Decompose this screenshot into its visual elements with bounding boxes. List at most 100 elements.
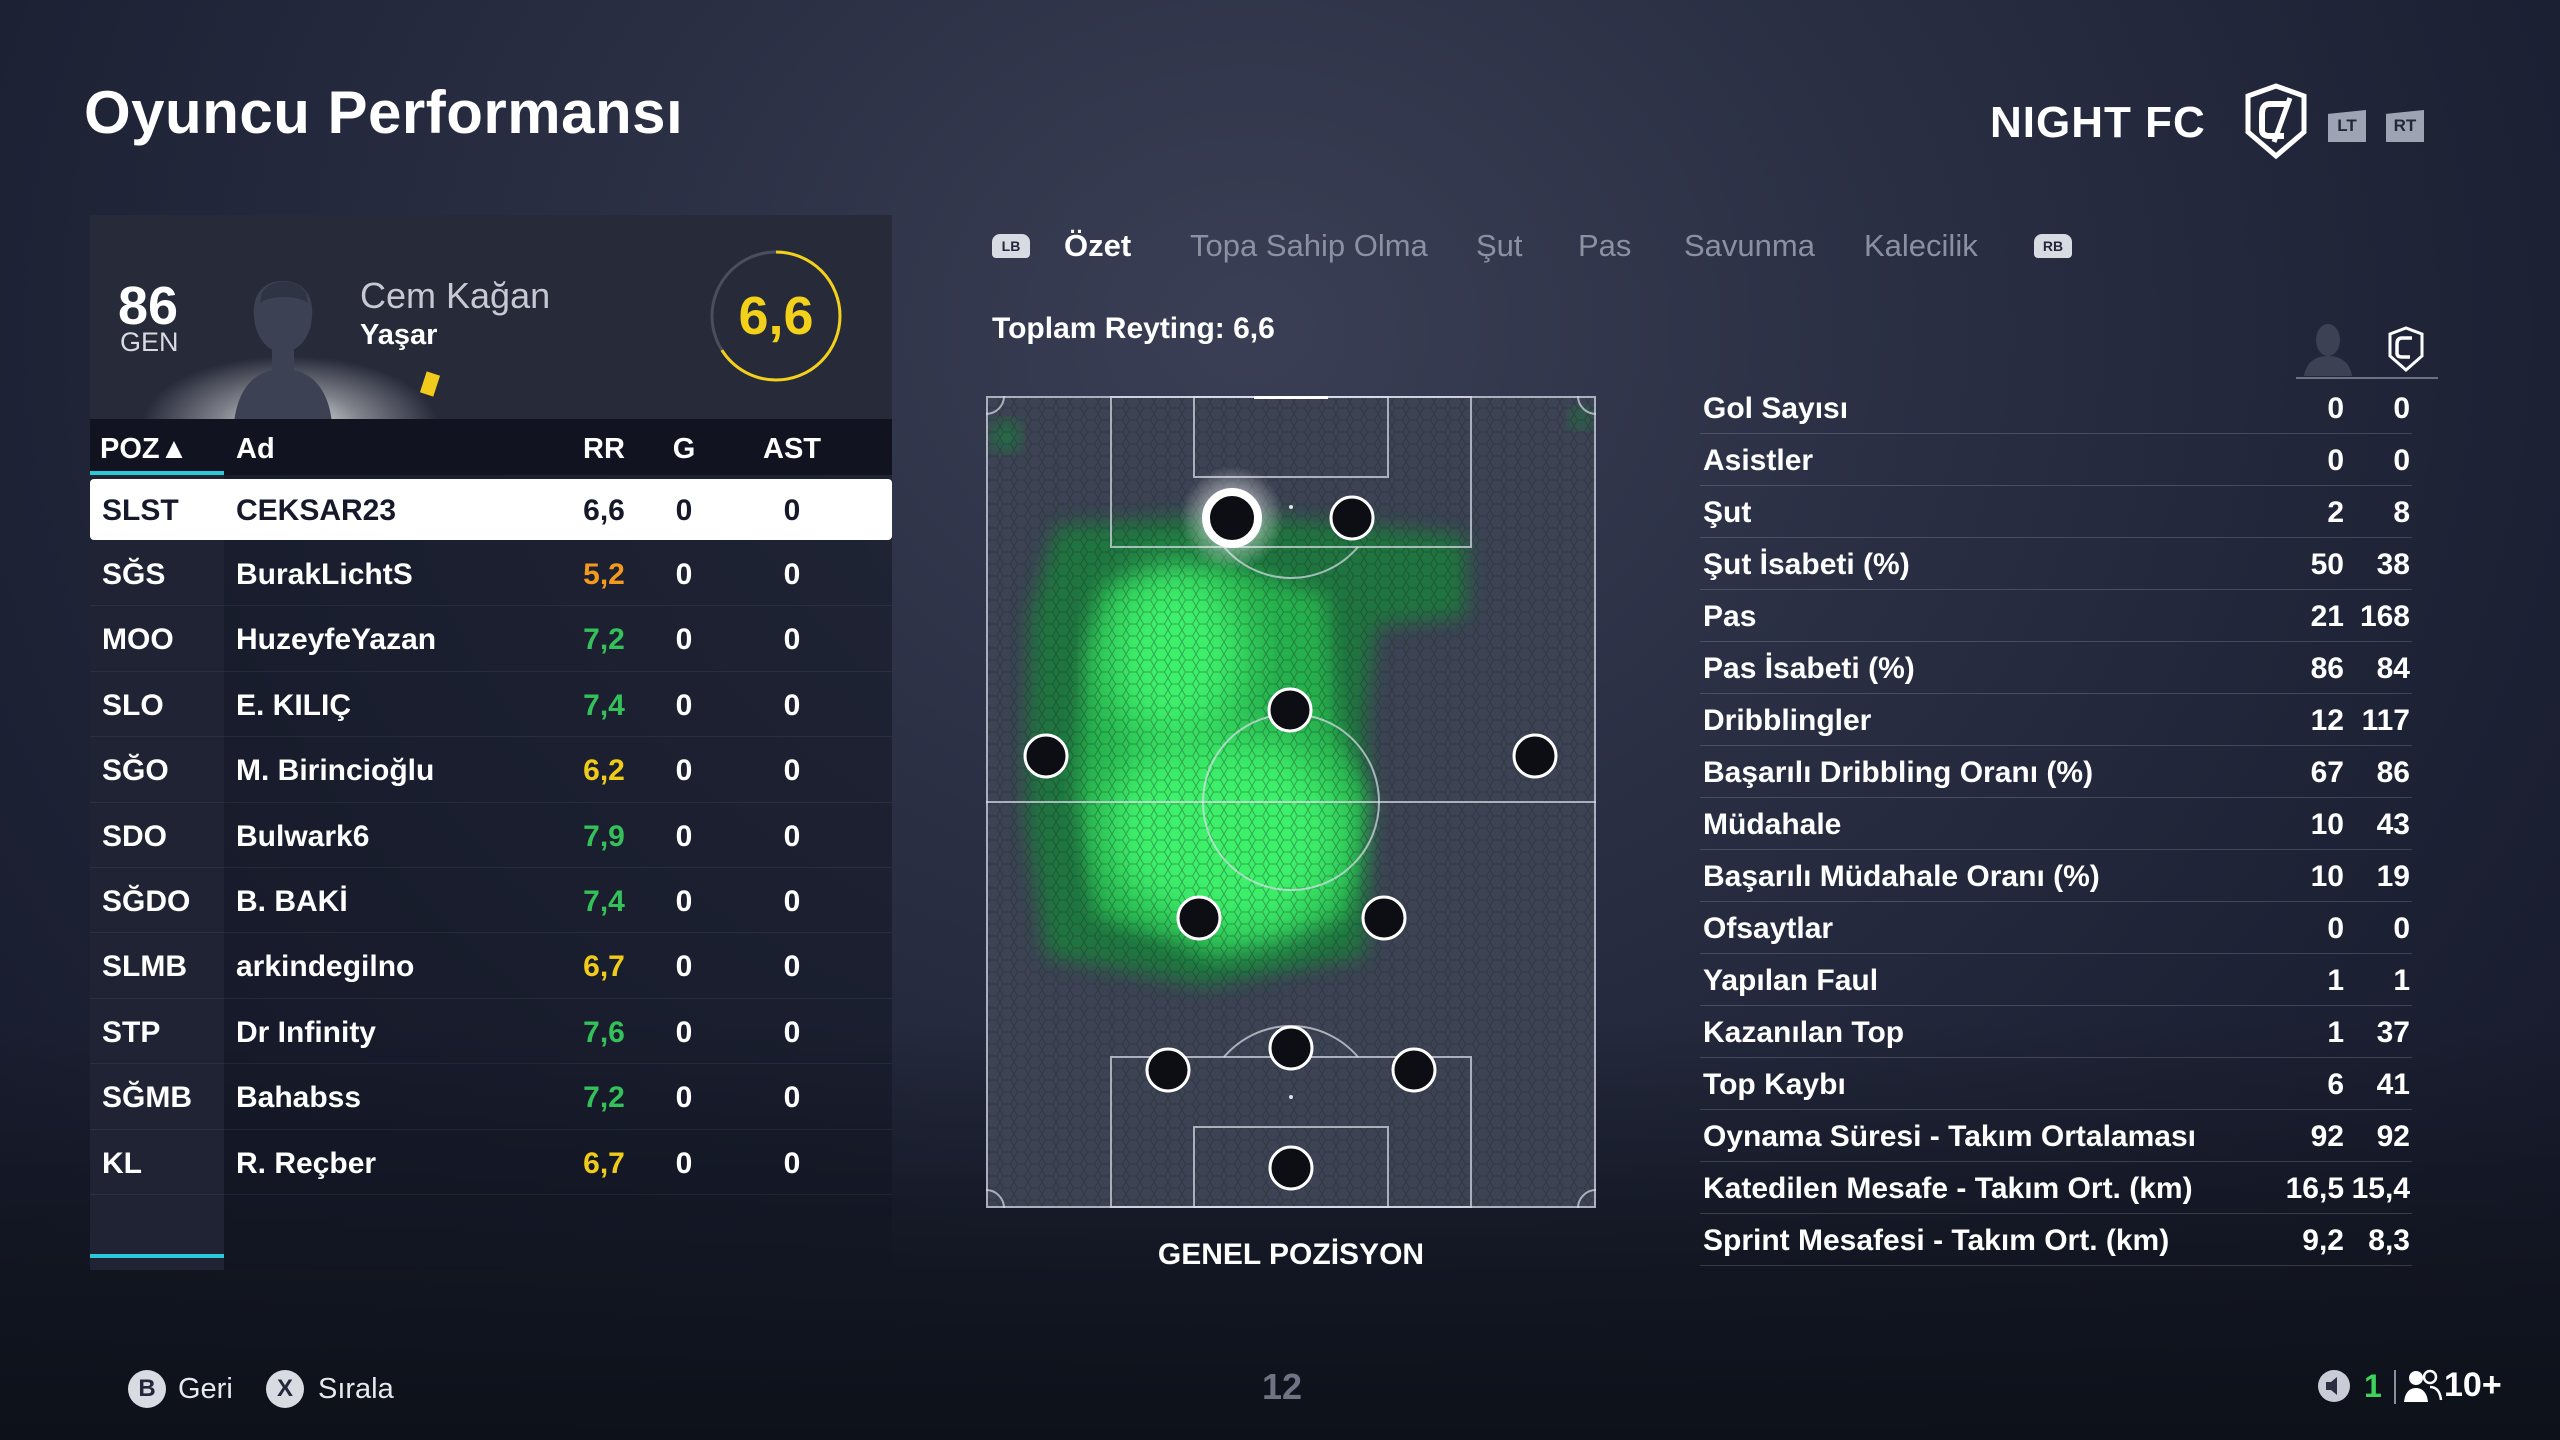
stat-player-value: 2 [2327,496,2344,529]
stat-label: Şut [1703,496,1752,529]
table-header: POZ▲ Ad RR G AST [90,419,892,475]
table-row-selected[interactable]: SLST CEKSAR23 6,6 0 0 [90,479,892,540]
stat-label: Müdahale [1703,808,1842,841]
row-rr: 6,7 [583,1146,625,1180]
club-name: NIGHT FC [1990,98,2206,147]
table-row[interactable]: SĞMB Bahabss 7,2 0 0 [90,1064,892,1130]
stat-team-value: 168 [2359,600,2410,633]
sort-button-glyph[interactable]: X [266,1370,304,1408]
row-pos: SLMB [102,950,187,984]
table-row[interactable]: STP Dr Infinity 7,6 0 0 [90,999,892,1065]
back-label[interactable]: Geri [178,1373,233,1405]
stats-column-icons [2296,324,2438,379]
stat-team-value: 117 [2361,704,2410,737]
player-markers [1023,488,1558,1191]
stat-team-value: 86 [2376,756,2410,789]
stat-row: Şut 2 8 [1700,486,2412,538]
row-rr: 5,2 [583,558,625,591]
tab-sut[interactable]: Şut [1476,228,1523,263]
header-pos[interactable]: POZ▲ [100,433,189,465]
stat-row: Şut İsabeti (%) 50 38 [1700,538,2412,590]
table-row[interactable]: SĞO M. Birincioğlu 6,2 0 0 [90,737,892,803]
row-g: 0 [675,688,693,722]
stat-row: Katedilen Mesafe - Takım Ort. (km) 16,5 15… [1700,1162,2412,1214]
sort-label[interactable]: Sırala [318,1373,394,1405]
row-ast: 0 [783,1146,801,1180]
row-g: 0 [675,819,693,853]
footer-separator [2394,1370,2396,1404]
stat-player-value: 1 [2327,1016,2344,1049]
header-name[interactable]: Ad [236,433,275,465]
stat-team-value: 92 [2376,1120,2410,1153]
page-title: Oyuncu Performansı [84,79,684,146]
tab-topa-sahip-olma[interactable]: Topa Sahip Olma [1190,228,1428,263]
table-row[interactable]: MOO HuzeyfeYazan 7,2 0 0 [90,606,892,672]
header-rr[interactable]: RR [583,433,625,465]
row-rr: 7,6 [583,1015,625,1049]
stat-label: Gol Sayısı [1703,392,1849,425]
row-g: 0 [675,884,693,918]
row-rr: 7,2 [583,1081,625,1115]
row-g: 0 [675,950,693,984]
lt-button[interactable]: LT [2328,110,2366,142]
row-rr: 6,7 [583,950,625,984]
row-name: B. BAKİ [236,884,348,918]
stat-label: Yapılan Faul [1703,964,1879,997]
row-pos: SĞMB [102,1081,192,1115]
table-row[interactable]: SDO Bulwark6 7,9 0 0 [90,803,892,868]
stat-team-value: 19 [2376,860,2410,893]
header-g[interactable]: G [672,433,696,465]
table-row[interactable]: SĞS BurakLichtS 5,2 0 0 [90,541,892,607]
position-heatmap [986,396,1596,1208]
tab-kalecilik[interactable]: Kalecilik [1864,228,1978,263]
stat-label: Pas İsabeti (%) [1703,652,1915,685]
stat-team-value: 0 [2393,444,2410,477]
stat-player-value: 92 [2310,1120,2344,1153]
player-overall-label: GEN [120,327,179,357]
stat-player-value: 12 [2310,704,2344,737]
stat-player-value: 10 [2310,808,2344,841]
lb-button[interactable]: LB [992,234,1030,258]
table-row[interactable]: SĞDO B. BAKİ 7,4 0 0 [90,868,892,934]
stat-row: Ofsaytlar 0 0 [1700,902,2412,954]
stat-team-value: 41 [2376,1068,2410,1101]
rb-button[interactable]: RB [2034,234,2072,258]
stats-table: Gol Sayısı 0 0 Asistler 0 0 Şut 2 8 Şut İsabet… [1700,382,2412,1266]
stat-label: Dribblingler [1703,704,1872,737]
row-ast: 0 [783,754,801,788]
stat-row: Dribblingler 12 117 [1700,694,2412,746]
row-pos: SĞO [102,754,169,788]
stat-player-value: 9,2 [2302,1224,2344,1257]
table-row[interactable]: SLO E. KILIÇ 7,4 0 0 [90,672,892,738]
row-pos: STP [102,1015,161,1049]
row-name: Dr Infinity [236,1015,376,1049]
rating-ring [710,250,842,382]
stat-team-value: 8,3 [2368,1224,2410,1257]
row-ast: 0 [783,950,801,984]
stat-row: Başarılı Müdahale Oranı (%) 10 19 [1700,850,2412,902]
row-rr: 7,2 [583,623,625,657]
stat-team-value: 84 [2376,652,2410,685]
stat-player-value: 21 [2310,600,2344,633]
row-pos: KL [102,1146,142,1180]
total-rating: Toplam Reyting: 6,6 [992,312,1275,345]
player-first-name: Cem Kağan [360,275,551,316]
table-row[interactable]: SLMB arkindegilno 6,7 0 0 [90,933,892,999]
header-ast[interactable]: AST [763,433,821,465]
position-column-underline [90,1254,224,1258]
tab-savunma[interactable]: Savunma [1684,228,1815,263]
tab-pas[interactable]: Pas [1578,228,1632,263]
back-button-glyph[interactable]: B [128,1370,166,1408]
row-name: CEKSAR23 [236,494,397,527]
stat-row: Müdahale 10 43 [1700,798,2412,850]
row-g: 0 [675,623,693,657]
stat-label: Pas [1703,600,1757,633]
stat-row: Sprint Mesafesi - Takım Ort. (km) 9,2 8,3 [1700,1214,2412,1266]
row-ast: 0 [783,884,801,918]
rt-button[interactable]: RT [2386,110,2424,142]
player-avatar-icon [234,281,332,419]
row-g: 0 [675,1146,693,1180]
tab-ozet[interactable]: Özet [1064,228,1132,263]
table-row[interactable]: KL R. Reçber 6,7 0 0 [90,1130,892,1195]
stat-player-value: 16,5 [2285,1172,2344,1205]
